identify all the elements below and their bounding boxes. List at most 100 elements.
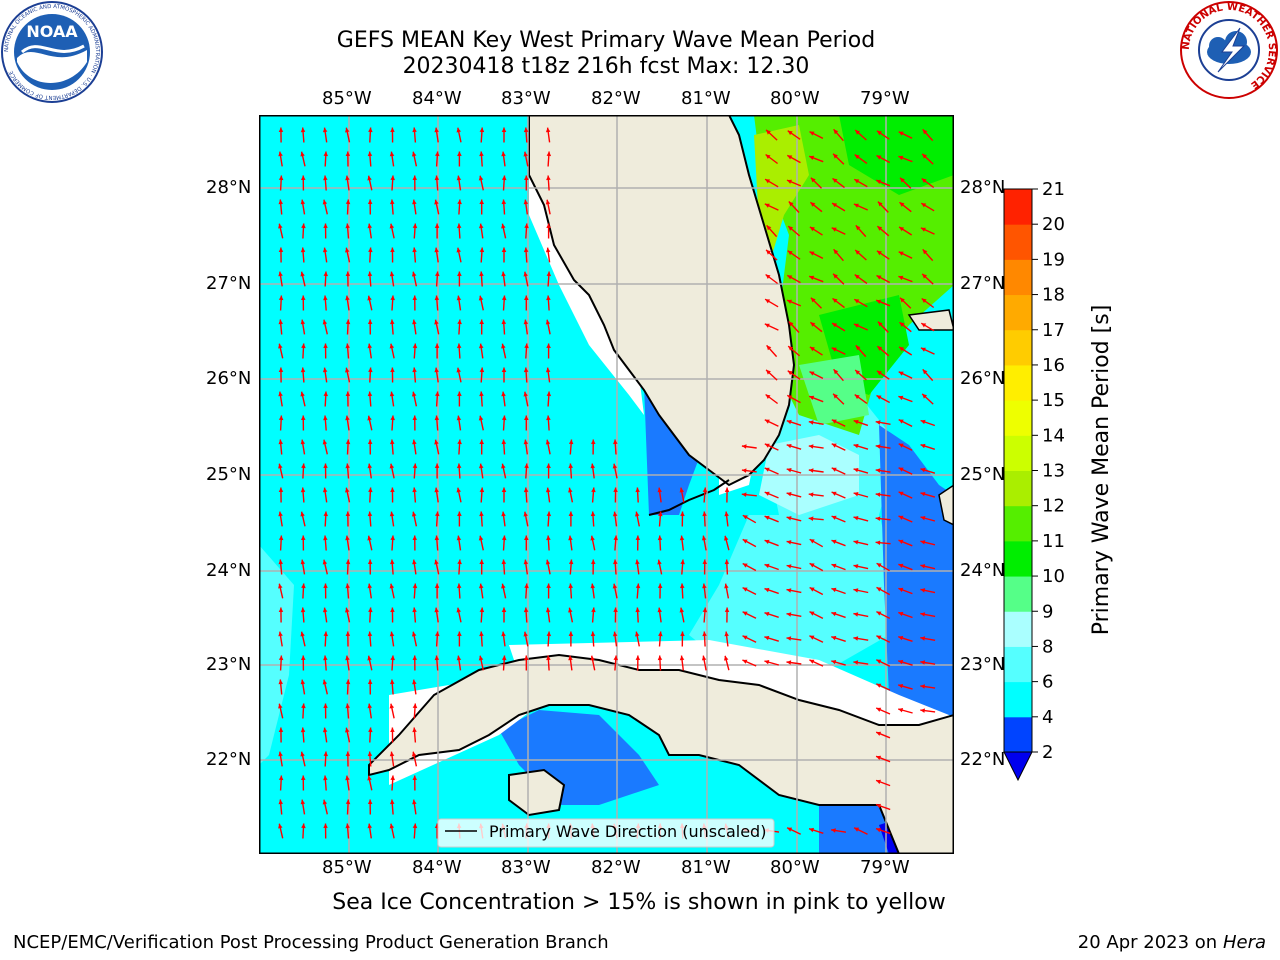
wave-arrow-head [701,535,707,541]
wave-arrow-head [920,564,926,569]
wave-arrow-head [411,151,417,157]
wave-arrow-head [546,271,552,277]
wave-arrow-head [786,564,792,569]
wave-arrow-head [412,175,417,180]
wave-arrow-head [345,367,350,373]
wave-arrow-head [875,540,881,545]
wave-arrow-head [764,491,770,496]
wave-arrow-head [278,655,284,661]
wave-arrow-head [832,178,838,183]
colorbar-segment [1004,364,1032,401]
wave-arrow-head [546,151,552,157]
wave-arrow-head [278,727,284,732]
wave-arrow-head [367,199,373,204]
wave-arrow-head [590,511,596,517]
wave-arrow-head [412,247,417,253]
wave-arrow-head [875,516,881,521]
wave-arrow-head [456,415,462,421]
wave-arrow-head [831,828,836,833]
wave-arrow-head [367,679,373,684]
wave-arrow-head [766,129,771,135]
wave-arrow-head [808,516,814,521]
wave-arrow-head [501,151,506,157]
wave-arrow-head [545,439,551,445]
wave-arrow-head [898,491,904,496]
wave-arrow-head [411,751,417,757]
wave-arrow-head [322,199,328,205]
wave-arrow-head [278,583,283,589]
wave-arrow-head [831,587,837,593]
wave-arrow-head [278,151,283,157]
wave-arrow-head [899,347,904,352]
wave-arrow-head [898,684,904,689]
wave-arrow-head [810,177,816,183]
wave-arrow-head [786,612,792,617]
colorbar-tick-label: 19 [1042,249,1065,270]
wave-arrow-head [853,516,859,521]
wave-arrow-head [501,631,506,637]
wave-arrow-head [323,583,328,588]
wave-arrow-head [412,535,417,540]
lon-label-bottom: 81°W [681,857,731,878]
wave-arrow-head [501,583,506,589]
wave-arrow-head [853,612,859,617]
wave-arrow-head [300,127,306,133]
wave-arrow-head [920,540,926,545]
wave-arrow-head [434,439,439,445]
wave-arrow-head [323,655,328,661]
wave-arrow-head [456,223,462,229]
colorbar-segment [1004,435,1032,471]
colorbar-segment [1004,259,1032,296]
wave-arrow-head [877,201,883,207]
wave-arrow-head [679,655,685,661]
wave-arrow-head [323,511,328,517]
footer-credit: NCEP/EMC/Verification Post Processing Pr… [13,932,609,953]
wave-arrow-head [345,151,351,156]
wave-arrow-head [854,827,860,832]
wave-arrow-head [456,463,462,469]
wave-arrow-head [545,247,551,253]
wave-arrow-head [367,823,372,829]
wave-arrow-head [278,127,284,132]
cuba-land [368,653,954,854]
wave-arrow-head [345,439,351,445]
colorbar-tick-label: 20 [1042,214,1065,235]
wave-arrow-head [635,487,640,493]
wave-arrow-head [808,444,814,449]
wave-arrow-head [724,631,729,637]
wave-arrow-head [921,298,927,303]
wave-arrow-head [786,588,792,593]
wave-arrow-head [853,540,859,545]
wave-arrow-head [898,611,904,617]
florida-keys [648,479,730,516]
wave-arrow-head [411,391,417,397]
wave-arrow-head [479,151,484,157]
wave-arrow-head [766,249,771,255]
wave-arrow-head [389,343,395,349]
wave-arrow-head [833,273,838,279]
wave-field-6-8s [259,545,294,765]
wave-arrow-head [612,463,618,469]
wave-arrow-head [875,492,881,497]
wave-arrow-head [412,343,418,349]
wave-arrow-head [390,319,395,325]
wave-arrow-head [876,707,882,712]
wave-arrow-head [479,607,485,613]
wave-arrow-head [411,511,417,517]
wave-arrow-head [898,371,904,376]
wave-arrow-head [367,631,373,637]
wave-arrow-head [855,345,861,351]
wave-arrow-head [788,201,794,207]
wave-arrow-head [301,223,306,229]
colorbar-segment [1004,576,1032,612]
wave-arrow-head [809,635,815,640]
wave-arrow-head [742,563,748,568]
wave-arrow-head [345,775,350,781]
wave-arrow-head [831,563,837,569]
wave-arrow-head [278,823,283,829]
wave-arrow-head [367,751,373,757]
wave-arrow-head [524,295,529,300]
wave-arrow-head [764,467,770,472]
wave-arrow-head [434,583,440,588]
wave-arrow-head [479,487,485,493]
